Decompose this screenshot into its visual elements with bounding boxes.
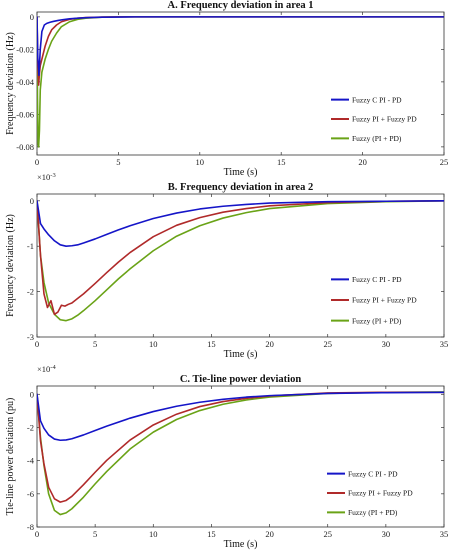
plot-frame (36, 193, 445, 338)
series-line-3 (37, 200, 444, 322)
x-tick-label: 10 (149, 529, 158, 539)
legend-entry-label: Fuzzy (PI + PD) (348, 508, 398, 517)
y-tick-label: -0.02 (16, 44, 34, 54)
x-tick-label: 20 (358, 157, 367, 167)
x-tick-label: 15 (207, 529, 216, 539)
chart-panel-2: B. Frequency deviation in area 2 0 5 10 15 20… (5, 172, 448, 360)
series-line-3 (37, 391, 444, 516)
y-exponent-label: ×10-4 (37, 364, 56, 374)
x-tick-label: 35 (440, 529, 449, 539)
legend: Fuzzy C PI - PD Fuzzy PI + Fuzzy PD Fuzzy … (327, 90, 441, 148)
legend-entry-label: Fuzzy C PI - PD (348, 469, 398, 478)
y-tick-label: 0 (30, 196, 34, 206)
y-tick-label: -0.04 (16, 77, 34, 87)
x-axis-label: Time (s) (224, 539, 258, 550)
chart-title: C. Tie-line power deviation (180, 374, 302, 385)
x-tick-label: 35 (440, 339, 449, 349)
x-tick-label: 15 (277, 157, 286, 167)
x-tick-label: 20 (265, 339, 274, 349)
series-line-2 (37, 200, 444, 316)
series-line-2 (37, 16, 444, 86)
y-tick-label: -0.08 (16, 142, 34, 152)
y-tick-label: -2 (27, 422, 34, 432)
y-tick-label: -8 (27, 522, 34, 532)
y-axis-label: Frequency deviation (Hz) (5, 214, 16, 317)
x-tick-label: 10 (196, 157, 205, 167)
x-tick-label: 30 (382, 339, 391, 349)
series-line-1 (37, 391, 444, 442)
y-exponent-label: ×10-3 (37, 172, 56, 182)
x-tick-label: 10 (149, 339, 158, 349)
y-tick-label: 0 (30, 389, 34, 399)
x-tick-label: 15 (207, 339, 216, 349)
legend-entry-label: Fuzzy C PI - PD (352, 275, 402, 284)
y-axis-label: Tie-line power deviation (pu) (5, 398, 16, 516)
y-tick-label: -2 (27, 287, 34, 297)
x-tick-label: 25 (440, 157, 449, 167)
series-line-1 (37, 16, 444, 77)
x-tick-label: 25 (323, 339, 332, 349)
y-tick-label: -3 (27, 332, 34, 342)
chart-panel-1: A. Frequency deviation in area 1 0 5 10 15 20… (5, 0, 448, 178)
x-tick-label: 5 (93, 339, 97, 349)
x-tick-label: 20 (265, 529, 274, 539)
legend-entry-label: Fuzzy PI + Fuzzy PD (352, 115, 417, 124)
legend-entry-label: Fuzzy (PI + PD) (352, 316, 402, 325)
legend-entry-label: Fuzzy C PI - PD (352, 95, 402, 104)
legend: Fuzzy C PI - PD Fuzzy PI + Fuzzy PD Fuzzy … (323, 464, 441, 522)
y-tick-label: -6 (27, 489, 34, 499)
legend: Fuzzy C PI - PD Fuzzy PI + Fuzzy PD Fuzzy … (327, 269, 441, 331)
y-axis-label: Frequency deviation (Hz) (5, 32, 16, 135)
y-tick-label: -0.06 (16, 109, 34, 119)
x-tick-label: 0 (35, 339, 39, 349)
y-tick-label: 0 (30, 12, 34, 22)
y-tick-label: -4 (27, 456, 35, 466)
x-axis-label: Time (s) (224, 349, 258, 360)
x-tick-label: 0 (35, 529, 39, 539)
legend-entry-label: Fuzzy PI + Fuzzy PD (352, 296, 417, 305)
x-tick-label: 5 (116, 157, 120, 167)
y-tick-label: -1 (27, 241, 34, 251)
x-tick-label: 5 (93, 529, 97, 539)
legend-entry-label: Fuzzy (PI + PD) (352, 134, 402, 143)
chart-title: A. Frequency deviation in area 1 (167, 0, 313, 11)
x-tick-label: 0 (35, 157, 39, 167)
chart-title: B. Frequency deviation in area 2 (168, 182, 313, 193)
chart-panel-3: C. Tie-line power deviation 0 5 10 15 20 25 30 3… (5, 364, 448, 550)
plot-frame (36, 385, 445, 528)
x-axis-label: Time (s) (224, 167, 258, 178)
x-tick-label: 30 (382, 529, 391, 539)
series-line-1 (37, 200, 444, 248)
x-tick-label: 25 (323, 529, 332, 539)
legend-entry-label: Fuzzy PI + Fuzzy PD (348, 489, 413, 498)
